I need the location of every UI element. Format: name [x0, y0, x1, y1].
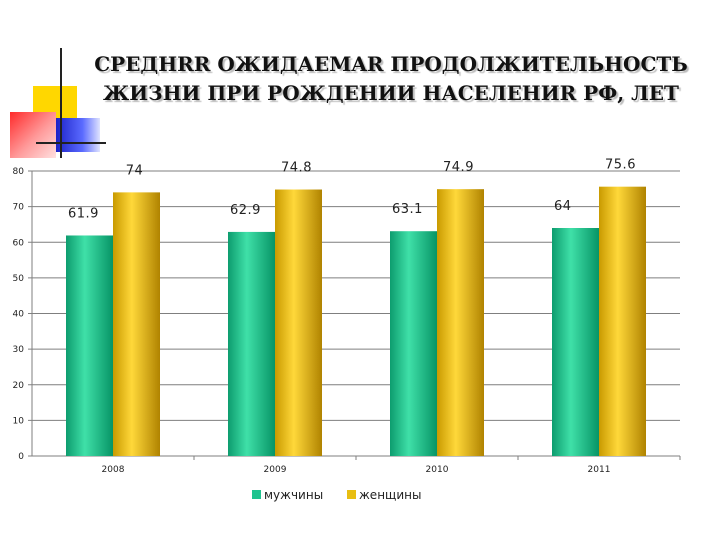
- bar-women: [113, 192, 160, 456]
- bar-women: [599, 186, 646, 457]
- decor-red-square: [10, 112, 56, 158]
- x-tick-label: 2011: [588, 465, 611, 475]
- x-tick-label: 2010: [426, 465, 449, 475]
- data-label: 61.9: [68, 206, 99, 221]
- bar-men: [228, 231, 275, 456]
- data-label: 64: [554, 199, 572, 214]
- slide-title: СРЕДНRR ОЖИДАЕМAR ПРОДОЛЖИТЕЛЬНОСТЬ ЖИЗН…: [76, 50, 706, 108]
- slide-title-line1: СРЕДНRR ОЖИДАЕМAR ПРОДОЛЖИТЕЛЬНОСТЬ: [94, 52, 688, 76]
- data-label: 63.1: [392, 202, 423, 217]
- bar-men: [552, 228, 599, 456]
- y-tick-label: 10: [13, 416, 25, 426]
- x-tick-label: 2008: [102, 465, 125, 475]
- y-tick-label: 80: [13, 167, 25, 177]
- y-tick-label: 0: [18, 452, 24, 462]
- y-tick-label: 30: [13, 345, 25, 355]
- bar-women: [437, 189, 484, 456]
- bar-women: [275, 189, 322, 456]
- legend-label: женщины: [359, 488, 421, 502]
- x-tick-label: 2009: [264, 465, 287, 475]
- y-tick-label: 60: [13, 238, 25, 248]
- data-label: 74.8: [281, 161, 312, 176]
- y-tick-label: 20: [13, 381, 25, 391]
- decor-blue-square: [56, 118, 100, 152]
- data-label: 74: [126, 163, 144, 178]
- data-label: 75.6: [605, 158, 636, 173]
- decor-horizontal-line: [36, 142, 106, 144]
- data-label: 62.9: [230, 203, 261, 218]
- y-tick-label: 50: [13, 274, 25, 284]
- y-tick-label: 70: [13, 203, 25, 213]
- slide-title-line2: ЖИЗНИ ПРИ РОЖДЕНИИ НАСЕЛЕНИR РФ, ЛЕТ: [103, 81, 679, 105]
- bar-men: [390, 231, 437, 456]
- legend-swatch-men: [252, 490, 261, 499]
- legend-label: мужчины: [264, 488, 323, 502]
- bar-men: [66, 235, 113, 456]
- y-tick-label: 40: [13, 310, 25, 320]
- decor-vertical-line: [60, 48, 62, 158]
- legend-swatch-women: [347, 490, 356, 499]
- data-label: 74.9: [443, 160, 474, 175]
